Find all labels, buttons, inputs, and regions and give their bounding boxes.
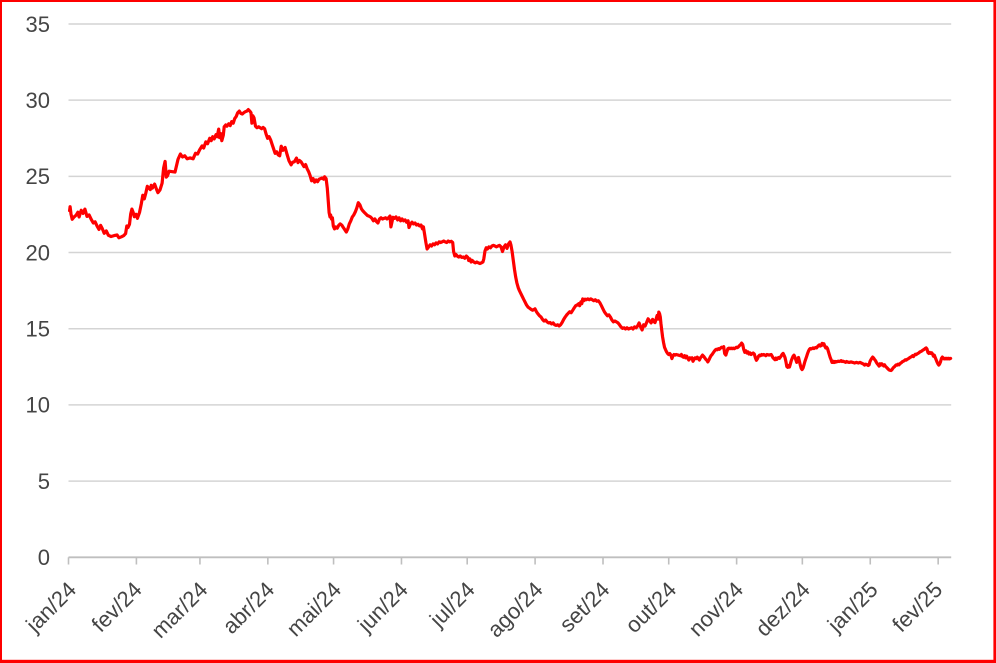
svg-text:jul/24: jul/24	[424, 577, 480, 633]
svg-text:nov/24: nov/24	[684, 577, 748, 641]
svg-text:abr/24: abr/24	[217, 577, 279, 639]
svg-text:0: 0	[38, 545, 50, 570]
svg-text:fev/25: fev/25	[887, 577, 947, 637]
svg-text:ago/24: ago/24	[482, 577, 547, 642]
svg-text:5: 5	[38, 469, 50, 494]
svg-text:25: 25	[26, 164, 50, 189]
svg-text:fev/24: fev/24	[87, 577, 147, 637]
svg-text:10: 10	[26, 393, 50, 418]
svg-text:set/24: set/24	[554, 577, 614, 637]
svg-text:mai/24: mai/24	[282, 577, 346, 641]
svg-text:mar/24: mar/24	[146, 577, 212, 643]
svg-text:15: 15	[26, 317, 50, 342]
svg-text:30: 30	[26, 88, 50, 113]
svg-text:35: 35	[26, 12, 50, 37]
svg-text:jun/24: jun/24	[352, 577, 413, 638]
svg-text:20: 20	[26, 240, 50, 265]
svg-text:dez/24: dez/24	[750, 577, 814, 641]
svg-text:jan/25: jan/25	[822, 577, 883, 638]
svg-text:out/24: out/24	[620, 577, 681, 638]
svg-text:jan/24: jan/24	[20, 577, 81, 638]
